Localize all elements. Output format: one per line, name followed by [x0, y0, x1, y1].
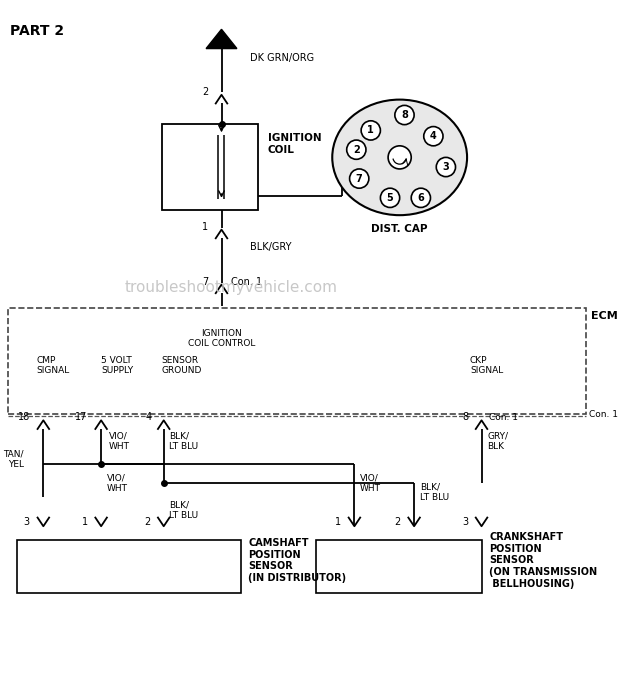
Circle shape: [350, 169, 369, 188]
Text: 1: 1: [82, 517, 88, 527]
Ellipse shape: [332, 99, 467, 215]
Text: 1: 1: [335, 517, 341, 527]
Text: CMP
SIGNAL: CMP SIGNAL: [36, 356, 70, 375]
Text: 3: 3: [462, 517, 468, 527]
Text: CRANKSHAFT
POSITION
SENSOR
(ON TRANSMISSION
 BELLHOUSING): CRANKSHAFT POSITION SENSOR (ON TRANSMISS…: [489, 532, 598, 589]
Text: 1: 1: [367, 125, 374, 135]
Text: CKP
SIGNAL: CKP SIGNAL: [470, 356, 503, 375]
Text: VIO/
WHT: VIO/ WHT: [107, 473, 128, 493]
Bar: [17, 540, 241, 593]
Text: 8: 8: [462, 412, 468, 422]
Text: PART 2: PART 2: [10, 25, 64, 38]
Text: IGNITION
COIL: IGNITION COIL: [268, 133, 321, 155]
Text: 17: 17: [75, 412, 88, 422]
Text: BLK/
LT BLU: BLK/ LT BLU: [169, 500, 198, 519]
Text: 7: 7: [356, 174, 363, 183]
Text: BLK/
LT BLU: BLK/ LT BLU: [420, 483, 449, 502]
Circle shape: [424, 127, 443, 146]
Text: 3: 3: [442, 162, 449, 172]
Text: 18: 18: [17, 412, 30, 422]
Text: CAMSHAFT
POSITION
SENSOR
(IN DISTRIBUTOR): CAMSHAFT POSITION SENSOR (IN DISTRIBUTOR…: [248, 538, 347, 583]
Text: 7: 7: [201, 276, 208, 286]
Text: 8: 8: [401, 110, 408, 120]
Text: Con. 1: Con. 1: [489, 413, 519, 422]
Bar: [7, 307, 585, 414]
Text: 6: 6: [418, 193, 424, 203]
Circle shape: [436, 158, 455, 176]
Text: BLK/
LT BLU: BLK/ LT BLU: [169, 432, 198, 452]
Polygon shape: [206, 29, 237, 48]
Text: SENSOR
GROUND: SENSOR GROUND: [162, 356, 202, 375]
Text: IGNITION
COIL CONTROL: IGNITION COIL CONTROL: [188, 329, 255, 348]
Text: 2: 2: [201, 87, 208, 97]
Circle shape: [411, 188, 431, 207]
Text: 4: 4: [430, 131, 437, 141]
Text: GRY/
BLK: GRY/ BLK: [488, 432, 508, 452]
Text: 2: 2: [353, 145, 360, 155]
Text: VIO/
WHT: VIO/ WHT: [109, 432, 130, 452]
Text: BLK/GRY: BLK/GRY: [250, 242, 292, 252]
Text: 4: 4: [146, 412, 152, 422]
Circle shape: [381, 188, 400, 207]
Circle shape: [388, 146, 411, 169]
Bar: [316, 540, 481, 593]
Text: 2: 2: [394, 517, 400, 527]
Text: 5 VOLT
SUPPLY: 5 VOLT SUPPLY: [101, 356, 133, 375]
Bar: [162, 124, 258, 211]
Text: Con. 1: Con. 1: [231, 276, 262, 286]
Text: troubleshootmyvehicle.com: troubleshootmyvehicle.com: [125, 280, 337, 295]
Circle shape: [361, 121, 381, 140]
Text: 5: 5: [387, 193, 394, 203]
Text: 3: 3: [23, 517, 30, 527]
Text: 2: 2: [144, 517, 150, 527]
Text: DK GRN/ORG: DK GRN/ORG: [250, 53, 315, 63]
Text: A: A: [217, 32, 226, 46]
Text: TAN/
YEL: TAN/ YEL: [4, 449, 24, 468]
Circle shape: [395, 106, 414, 125]
Text: DIST. CAP: DIST. CAP: [371, 224, 428, 234]
Text: Con. 1: Con. 1: [590, 410, 618, 419]
Text: 1: 1: [202, 222, 208, 232]
Text: ECM: ECM: [591, 312, 618, 321]
Text: VIO/
WHT: VIO/ WHT: [360, 473, 381, 493]
Circle shape: [347, 140, 366, 160]
